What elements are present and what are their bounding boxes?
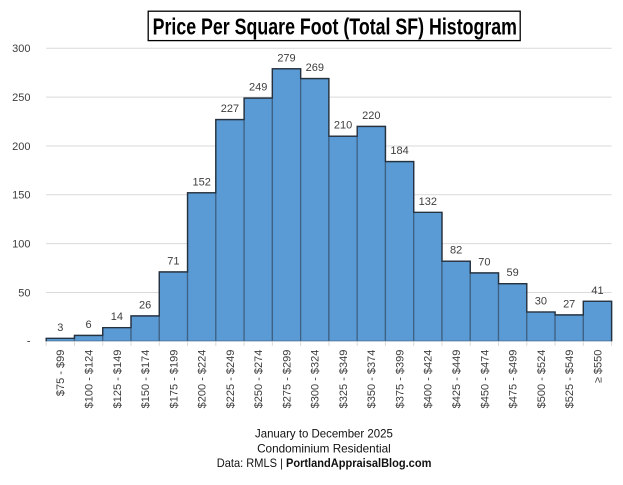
- svg-text:$475 - $499: $475 - $499: [508, 350, 520, 409]
- svg-text:14: 14: [111, 311, 123, 323]
- svg-text:$225 - $249: $225 - $249: [225, 350, 237, 409]
- svg-text:Data: RMLS | PortlandAppraisal: Data: RMLS | PortlandAppraisalBlog.com: [217, 456, 432, 470]
- svg-text:$525 - $549: $525 - $549: [564, 350, 576, 409]
- svg-text:≥ $550: ≥ $550: [592, 350, 604, 384]
- svg-text:Condominium Residential: Condominium Residential: [257, 441, 391, 455]
- svg-text:30: 30: [535, 296, 547, 308]
- svg-text:82: 82: [450, 245, 462, 257]
- svg-text:$100 - $124: $100 - $124: [84, 350, 96, 409]
- svg-text:$500 - $524: $500 - $524: [536, 350, 548, 409]
- svg-text:132: 132: [419, 196, 437, 208]
- svg-text:210: 210: [334, 120, 352, 132]
- svg-text:January to December 2025: January to December 2025: [255, 427, 393, 441]
- svg-text:269: 269: [306, 62, 324, 74]
- svg-text:6: 6: [86, 319, 92, 331]
- svg-text:$375 - $399: $375 - $399: [394, 350, 406, 409]
- svg-text:$425 - $449: $425 - $449: [451, 350, 463, 409]
- svg-text:$325 - $349: $325 - $349: [338, 350, 350, 409]
- svg-text:$75 - $99: $75 - $99: [55, 350, 67, 396]
- svg-text:220: 220: [362, 110, 380, 122]
- svg-text:152: 152: [193, 176, 211, 188]
- svg-text:-: -: [27, 336, 31, 348]
- svg-text:250: 250: [12, 92, 30, 104]
- svg-text:$300 - $324: $300 - $324: [310, 350, 322, 409]
- svg-text:249: 249: [249, 82, 267, 94]
- svg-text:$275 - $299: $275 - $299: [281, 350, 293, 409]
- svg-text:300: 300: [12, 43, 30, 55]
- svg-text:50: 50: [18, 287, 30, 299]
- svg-text:$175 - $199: $175 - $199: [168, 350, 180, 409]
- svg-text:3: 3: [57, 322, 63, 334]
- svg-text:279: 279: [277, 52, 295, 64]
- svg-text:27: 27: [563, 298, 575, 310]
- svg-text:$150 - $174: $150 - $174: [140, 350, 152, 409]
- svg-text:100: 100: [12, 239, 30, 251]
- svg-text:150: 150: [12, 190, 30, 202]
- svg-text:71: 71: [167, 255, 179, 267]
- svg-text:70: 70: [478, 256, 490, 268]
- svg-text:41: 41: [591, 285, 603, 297]
- svg-text:Price Per Square Foot (Total S: Price Per Square Foot (Total SF) Histogr…: [153, 14, 517, 40]
- svg-text:26: 26: [139, 299, 151, 311]
- svg-text:200: 200: [12, 141, 30, 153]
- svg-text:184: 184: [390, 145, 408, 157]
- svg-text:$125 - $149: $125 - $149: [112, 350, 124, 409]
- svg-text:59: 59: [507, 267, 519, 279]
- svg-text:$400 - $424: $400 - $424: [423, 350, 435, 409]
- svg-text:$200 - $224: $200 - $224: [197, 350, 209, 409]
- svg-text:$250 - $274: $250 - $274: [253, 350, 265, 409]
- svg-text:$350 - $374: $350 - $374: [366, 350, 378, 409]
- svg-text:$450 - $474: $450 - $474: [479, 350, 491, 409]
- svg-text:227: 227: [221, 103, 239, 115]
